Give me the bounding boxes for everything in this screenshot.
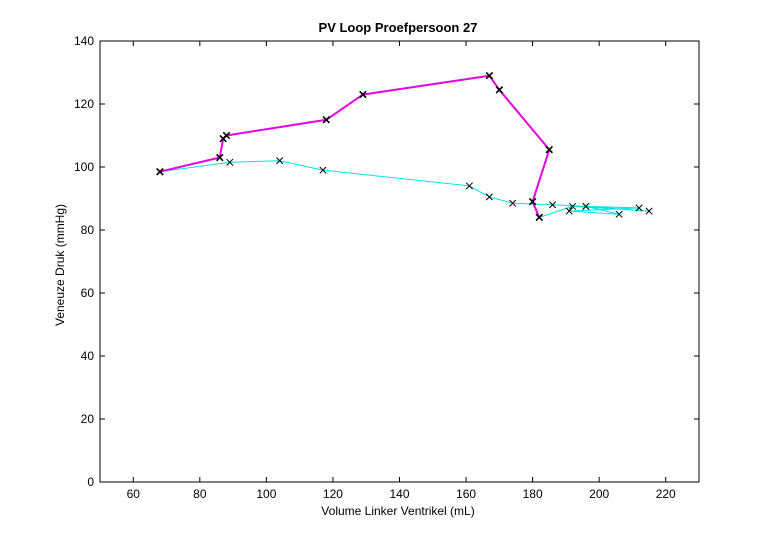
series-2	[156, 71, 554, 222]
data-point-marker	[495, 86, 504, 94]
data-point-marker	[635, 204, 643, 212]
series-line	[159, 160, 650, 218]
y-tick-label: 80	[81, 223, 95, 237]
x-tick-label: 180	[523, 487, 543, 501]
data-point-marker	[485, 71, 494, 80]
x-tick-label: 120	[323, 487, 343, 501]
series-1	[156, 157, 653, 221]
y-tick-label: 20	[81, 412, 95, 426]
y-axis: 0 20 40 60 80 100 120 140	[74, 34, 699, 489]
data-point-marker	[509, 199, 517, 207]
x-tick-label: 140	[389, 487, 409, 501]
data-point-marker	[485, 193, 493, 201]
x-tick-label: 100	[256, 487, 276, 501]
x-axis: 60 80 100 120 140 160 180 200 220	[127, 41, 676, 501]
x-axis-label: Volume Linker Ventrikel (mL)	[321, 504, 474, 518]
y-tick-label: 140	[74, 34, 94, 48]
data-point-marker	[535, 213, 544, 222]
data-point-marker	[216, 153, 224, 162]
data-point-marker	[359, 90, 367, 99]
data-point-marker	[156, 167, 164, 176]
data-point-marker	[528, 197, 537, 206]
plot-area	[99, 40, 700, 483]
data-point-marker	[319, 166, 327, 174]
chart-title: PV Loop Proefpersoon 27	[319, 20, 478, 35]
y-tick-label: 40	[81, 349, 95, 363]
y-tick-label: 0	[87, 475, 94, 489]
data-point-marker	[582, 202, 590, 210]
data-point-marker	[322, 115, 331, 124]
series-layer	[156, 71, 653, 222]
x-tick-label: 200	[589, 487, 609, 501]
data-point-marker	[545, 145, 554, 154]
x-tick-label: 160	[456, 487, 476, 501]
data-point-marker	[219, 134, 227, 143]
y-tick-label: 120	[74, 97, 94, 111]
x-tick-label: 220	[656, 487, 676, 501]
x-tick-label: 80	[193, 487, 207, 501]
data-point-marker	[645, 207, 653, 215]
data-point-marker	[226, 158, 234, 166]
y-axis-label: Veneuze Druk (mmHg)	[53, 204, 67, 326]
data-point-marker	[465, 182, 473, 190]
x-tick-label: 60	[127, 487, 141, 501]
y-tick-label: 60	[81, 286, 95, 300]
data-point-marker	[568, 202, 577, 210]
data-point-marker	[615, 210, 623, 218]
data-point-marker	[565, 207, 573, 215]
data-point-marker	[549, 201, 557, 209]
data-point-marker	[276, 157, 284, 165]
y-tick-label: 100	[74, 160, 94, 174]
